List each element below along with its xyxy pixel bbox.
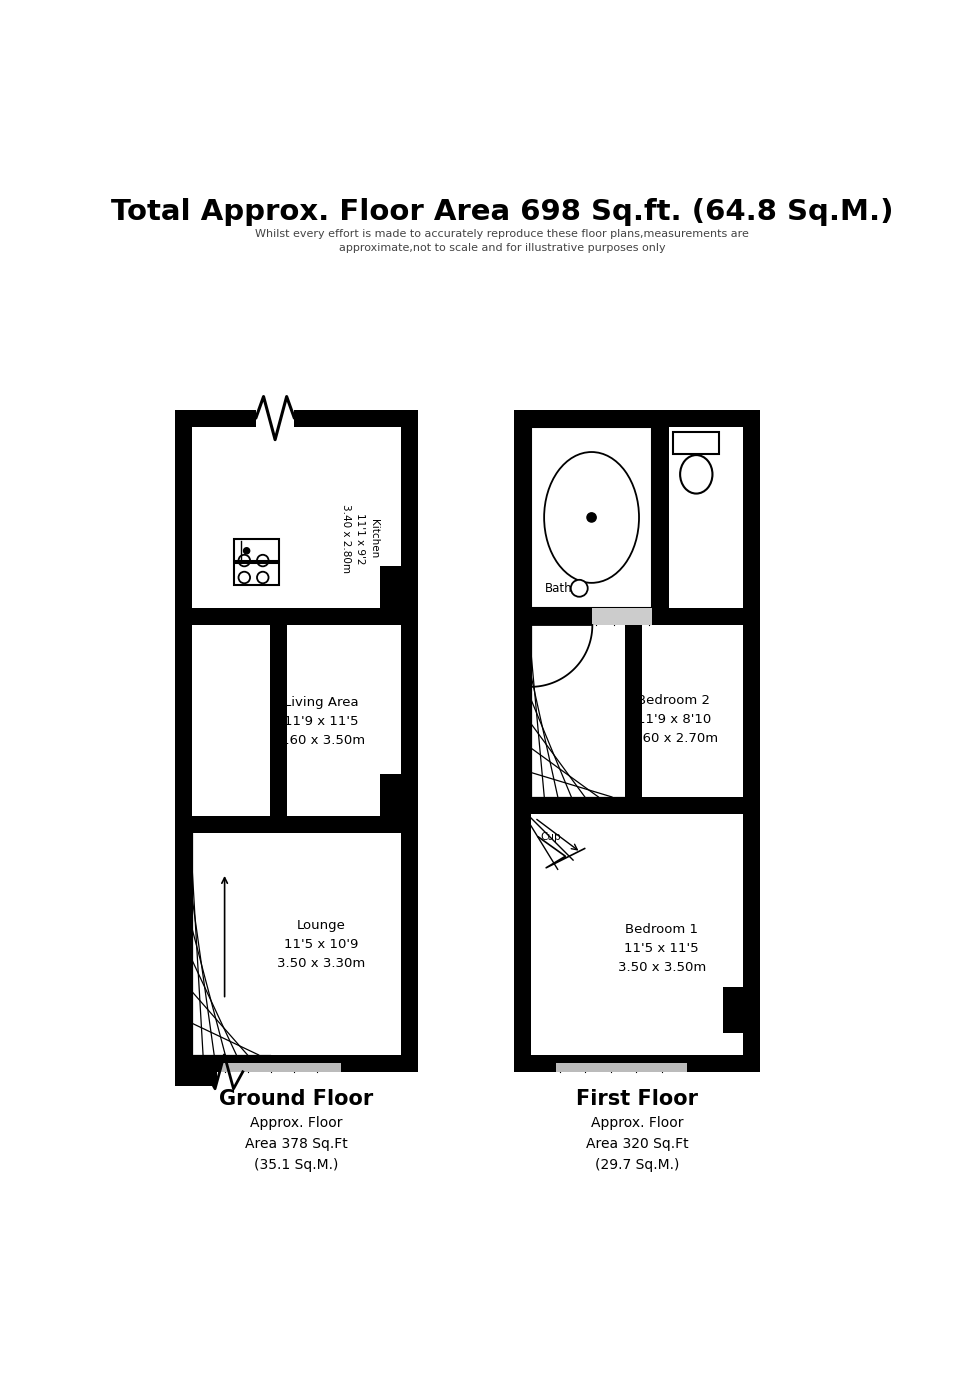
Text: Ground Floor: Ground Floor [220, 1089, 373, 1109]
Bar [221, 1063, 341, 1071]
Bar [286, 608, 401, 625]
Bar [531, 427, 653, 608]
Bar [401, 410, 417, 1071]
Bar [531, 797, 625, 814]
Text: Cup: Cup [540, 832, 562, 841]
Bar [175, 410, 256, 427]
Bar [175, 1055, 417, 1071]
Bar [286, 816, 401, 833]
Bar [592, 608, 669, 625]
Bar [380, 773, 401, 816]
Circle shape [243, 547, 250, 554]
Bar [514, 410, 531, 1071]
Bar [175, 608, 286, 625]
Text: Approx. Floor
Area 320 Sq.Ft
(29.7 Sq.M.): Approx. Floor Area 320 Sq.Ft (29.7 Sq.M.… [586, 1117, 688, 1171]
Text: Bath: Bath [545, 582, 572, 595]
Bar [175, 1071, 218, 1085]
Text: Lounge
11'5 x 10'9
3.50 x 3.30m: Lounge 11'5 x 10'9 3.50 x 3.30m [277, 919, 366, 970]
Text: Approx. Floor
Area 378 Sq.Ft
(35.1 Sq.M.): Approx. Floor Area 378 Sq.Ft (35.1 Sq.M.… [245, 1117, 348, 1171]
Bar [625, 625, 642, 814]
Bar [556, 1063, 687, 1071]
Text: Total Approx. Floor Area 698 Sq.ft. (64.8 Sq.M.): Total Approx. Floor Area 698 Sq.ft. (64.… [111, 198, 894, 226]
Bar [175, 410, 192, 1071]
Bar [743, 410, 760, 1071]
Bar [531, 608, 743, 625]
Text: Whilst every effort is made to accurately reproduce these floor plans,measuremen: Whilst every effort is made to accuratel… [256, 229, 749, 254]
Text: Living Area
11'9 x 11'5
3.60 x 3.50m: Living Area 11'9 x 11'5 3.60 x 3.50m [277, 696, 366, 747]
Text: Bedroom 2
11'9 x 8'10
3.60 x 2.70m: Bedroom 2 11'9 x 8'10 3.60 x 2.70m [630, 694, 718, 746]
Text: First Floor: First Floor [576, 1089, 698, 1109]
Bar [514, 410, 760, 427]
Bar [270, 608, 286, 833]
Bar [234, 539, 279, 560]
Bar [673, 432, 719, 453]
Bar [514, 1055, 760, 1071]
Bar [294, 410, 417, 427]
Bar [175, 816, 286, 833]
Text: Bedroom 1
11'5 x 11'5
3.50 x 3.50m: Bedroom 1 11'5 x 11'5 3.50 x 3.50m [617, 923, 706, 974]
Bar [653, 427, 669, 625]
Bar [234, 563, 279, 585]
Circle shape [587, 513, 596, 523]
Circle shape [570, 579, 588, 597]
Ellipse shape [680, 455, 712, 493]
Text: Kitchen
11'1 x 9'2
3.40 x 2.80m: Kitchen 11'1 x 9'2 3.40 x 2.80m [341, 505, 379, 574]
Bar [380, 565, 401, 608]
Ellipse shape [544, 452, 639, 584]
Bar [723, 987, 743, 1034]
Bar [642, 797, 743, 814]
